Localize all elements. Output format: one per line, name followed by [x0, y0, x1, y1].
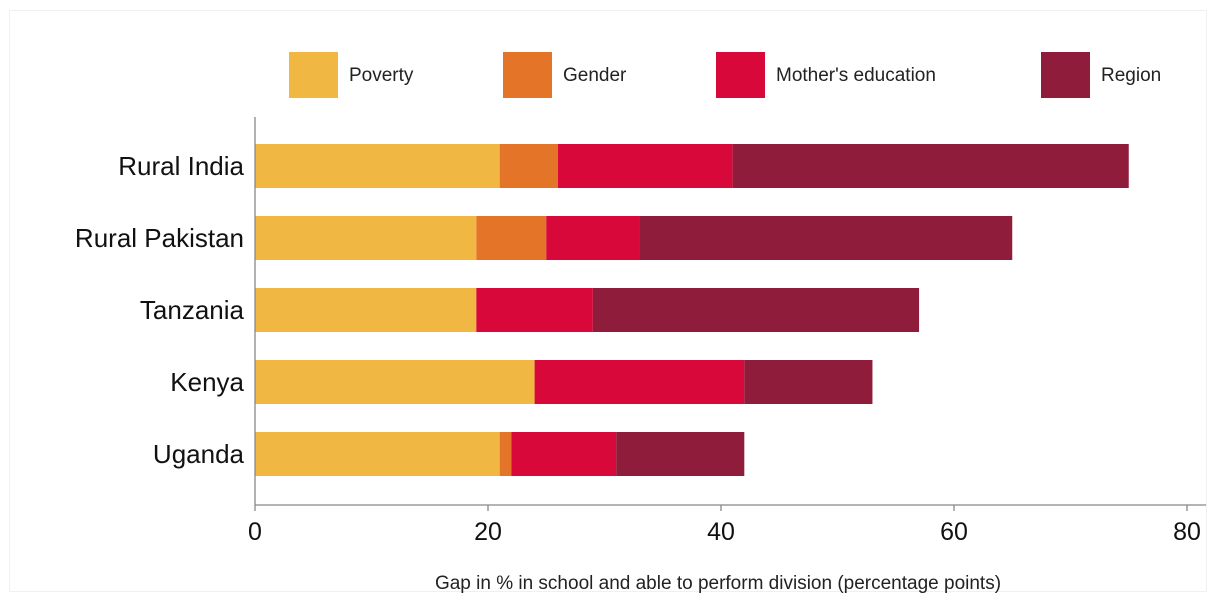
category-label-rural-pakistan: Rural Pakistan [75, 223, 244, 253]
bar-rural-pakistan-region [639, 216, 1013, 260]
bar-rural-india-poverty [255, 144, 500, 188]
bar-rural-india-mother-s-education [557, 144, 733, 188]
bar-rural-pakistan-gender [476, 216, 547, 260]
bar-uganda-gender [499, 432, 512, 476]
bar-uganda-mother-s-education [511, 432, 617, 476]
bar-uganda-poverty [255, 432, 500, 476]
x-tick-label-40: 40 [707, 518, 735, 546]
x-tick-label-60: 60 [940, 518, 968, 546]
bars [255, 144, 1129, 476]
bar-kenya-region [744, 360, 873, 404]
axes: 0 20 40 60 80 [248, 117, 1206, 546]
bar-rural-pakistan-mother-s-education [546, 216, 640, 260]
category-labels: Rural India Rural Pakistan Tanzania Kenya Ug… [75, 151, 245, 469]
legend-label-region: Region [1101, 65, 1161, 86]
category-label-kenya: Kenya [170, 367, 244, 397]
category-label-rural-india: Rural India [118, 151, 244, 181]
x-tick-label-0: 0 [248, 518, 262, 546]
legend-label-gender: Gender [563, 65, 627, 86]
legend-label-poverty: Poverty [349, 65, 414, 86]
bar-tanzania-region [592, 288, 920, 332]
bar-tanzania-poverty [255, 288, 477, 332]
legend-swatch-poverty [289, 52, 338, 98]
category-label-uganda: Uganda [153, 439, 245, 469]
legend-swatch-region [1041, 52, 1090, 98]
x-tick-label-20: 20 [474, 518, 502, 546]
legend: Poverty Gender Mother's education Region [289, 52, 1161, 98]
bar-rural-pakistan-poverty [255, 216, 477, 260]
chart-frame [9, 10, 1207, 592]
x-tick-label-80: 80 [1173, 518, 1201, 546]
bar-rural-india-gender [499, 144, 558, 188]
bar-kenya-poverty [255, 360, 535, 404]
bar-rural-india-region [732, 144, 1129, 188]
legend-swatch-gender [503, 52, 552, 98]
x-axis-title: Gap in % in school and able to perform d… [435, 573, 1001, 594]
bar-tanzania-mother-s-education [476, 288, 593, 332]
category-label-tanzania: Tanzania [140, 295, 245, 325]
legend-swatch-mother-s-education [716, 52, 765, 98]
bar-uganda-region [616, 432, 745, 476]
legend-label-mother-s-education: Mother's education [776, 65, 936, 86]
bar-kenya-mother-s-education [534, 360, 745, 404]
